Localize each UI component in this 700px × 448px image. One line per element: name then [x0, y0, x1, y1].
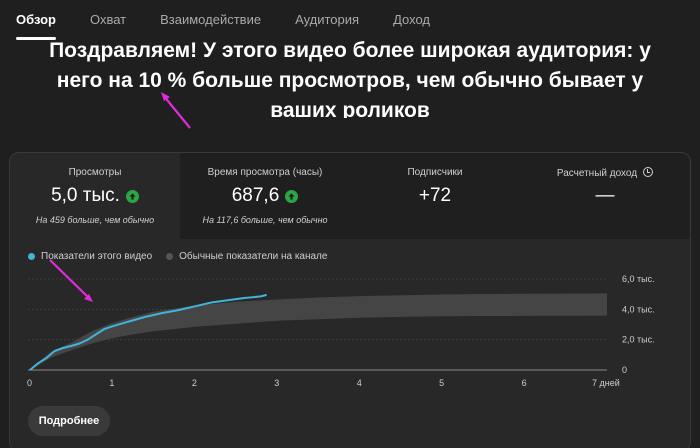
metric-label: Просмотры [68, 167, 122, 178]
views-chart[interactable]: 0 2,0 тыс. 4,0 тыс. 6,0 тыс. 0 1 2 3 4 5 6 7 дней [0, 0, 700, 400]
chart-legend: Показатели этого видео Обычные показател… [28, 251, 327, 262]
legend-dot [28, 253, 35, 260]
tab-revenue[interactable]: Доход [393, 12, 430, 27]
x-tick-label: 1 [109, 378, 114, 388]
metric-label: Время просмотра (часы) [207, 167, 323, 178]
tab-engagement[interactable]: Взаимодействие [160, 12, 262, 27]
metric-value: 5,0 тыс. [51, 185, 120, 206]
legend-this-video[interactable]: Показатели этого видео [28, 251, 152, 262]
x-tick-label: 4 [357, 378, 362, 388]
y-tick-label: 4,0 тыс. [622, 304, 655, 314]
x-tick-label: 7 дней [592, 378, 620, 388]
arrow-up-icon [125, 189, 139, 203]
metric-note: На 459 больше, чем обычно [35, 215, 155, 225]
legend-label: Показатели этого видео [41, 251, 153, 262]
y-tick-label: 0 [622, 365, 627, 375]
y-tick-label: 6,0 тыс. [622, 274, 655, 284]
metric-label: Расчетный доход [556, 168, 638, 179]
x-tick-label: 2 [192, 378, 197, 388]
legend-typical[interactable]: Обычные показатели на канале [166, 251, 327, 262]
clock-icon[interactable] [643, 167, 654, 177]
metric-tabs: Просмотры 5,0 тыс. На 459 больше, чем об… [10, 153, 690, 239]
metric-revenue[interactable]: Расчетный доход — [520, 153, 690, 239]
tab-audience[interactable]: Аудитория [295, 12, 360, 27]
details-button[interactable]: Подробнее [28, 406, 110, 436]
x-tick-label: 0 [27, 378, 32, 388]
legend-dot [166, 253, 174, 260]
metric-watch-time[interactable]: Время просмотра (часы) 687,6 На 117,6 бо… [180, 153, 350, 239]
metric-value: +72 [418, 185, 452, 206]
typical-range-band [30, 293, 607, 370]
metric-label: Подписчики [407, 167, 463, 178]
metric-subscribers[interactable]: Подписчики +72 [350, 153, 520, 239]
legend-label: Обычные показатели на канале [179, 251, 328, 262]
metric-value: 687,6 [231, 185, 280, 206]
metric-note: На 117,6 больше, чем обычно [202, 215, 328, 225]
series-line-this-video [29, 293, 267, 371]
x-tick-label: 5 [439, 378, 444, 388]
tab-reach[interactable]: Охват [90, 12, 127, 27]
arrow-up-icon [285, 189, 299, 203]
x-tick-label: 3 [274, 378, 279, 388]
metric-views[interactable]: Просмотры 5,0 тыс. На 459 больше, чем об… [10, 153, 180, 239]
x-tick-label: 6 [522, 378, 527, 388]
tab-bar: Обзор Охват Взаимодействие Аудитория Дох… [0, 0, 700, 40]
metric-value: — [595, 185, 615, 206]
page-headline: Поздравляем! У этого видео более широкая… [49, 39, 651, 118]
tab-overview[interactable]: Обзор [16, 0, 56, 40]
y-tick-label: 2,0 тыс. [622, 335, 655, 345]
